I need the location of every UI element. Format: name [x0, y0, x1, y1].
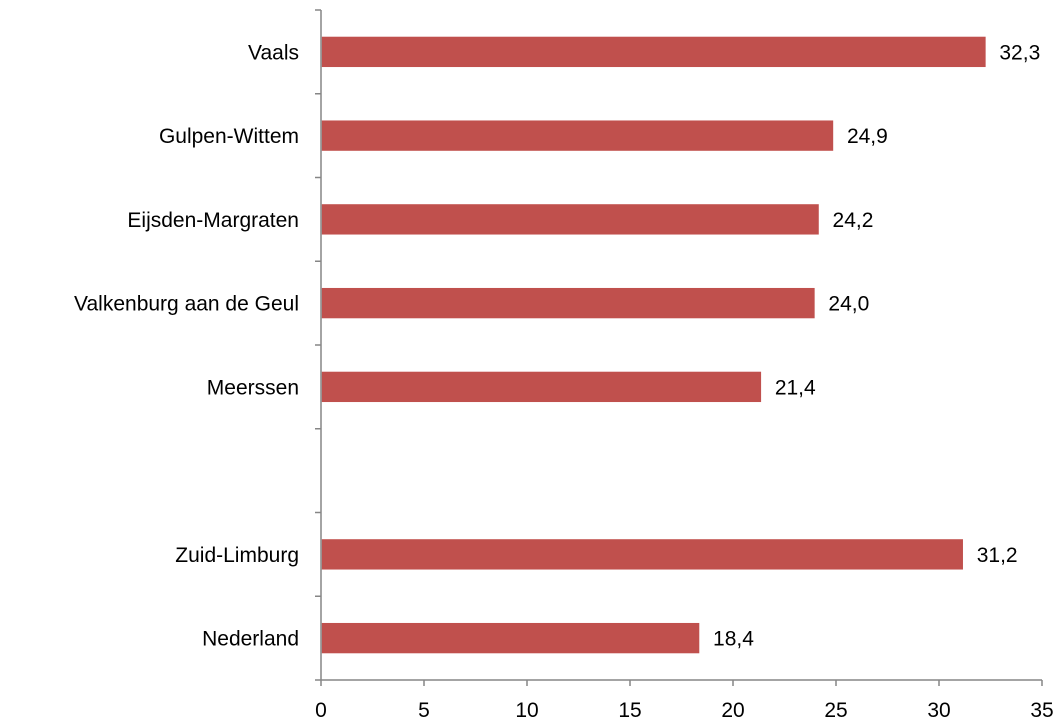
bar — [320, 537, 965, 572]
x-tick-label: 15 — [618, 699, 641, 722]
category-label: Gulpen-Wittem — [159, 125, 299, 148]
x-tick-label: 35 — [1030, 699, 1053, 722]
data-label: 24,2 — [833, 209, 874, 232]
bar — [320, 286, 817, 320]
data-label: 24,9 — [847, 125, 888, 148]
data-label: 18,4 — [713, 628, 754, 651]
x-tick-label: 25 — [824, 699, 847, 722]
category-label: Nederland — [202, 628, 299, 651]
x-tick-label: 5 — [418, 699, 430, 722]
bar — [320, 118, 835, 153]
category-label: Valkenburg aan de Geul — [74, 293, 299, 316]
bar — [320, 35, 988, 69]
data-label: 31,2 — [977, 544, 1018, 567]
x-tick-label: 10 — [515, 699, 538, 722]
bars — [320, 35, 988, 655]
category-label: Zuid-Limburg — [175, 544, 299, 567]
category-label: Eijsden-Margraten — [127, 209, 299, 232]
labels: 32,3 Vaals 24,9 Gulpen-Wittem 24,2 Eijsden-Ma… — [74, 41, 1054, 722]
category-label: Vaals — [248, 41, 299, 64]
data-label: 21,4 — [775, 376, 816, 399]
axes — [315, 9, 1043, 686]
bar — [320, 202, 821, 237]
bar — [320, 621, 701, 655]
x-tick-label: 20 — [721, 699, 744, 722]
category-label: Meerssen — [207, 376, 299, 399]
data-label: 24,0 — [828, 293, 869, 316]
data-label: 32,3 — [999, 41, 1040, 64]
bar — [320, 370, 763, 404]
x-tick-label: 0 — [315, 699, 327, 722]
x-tick-label: 30 — [927, 699, 950, 722]
